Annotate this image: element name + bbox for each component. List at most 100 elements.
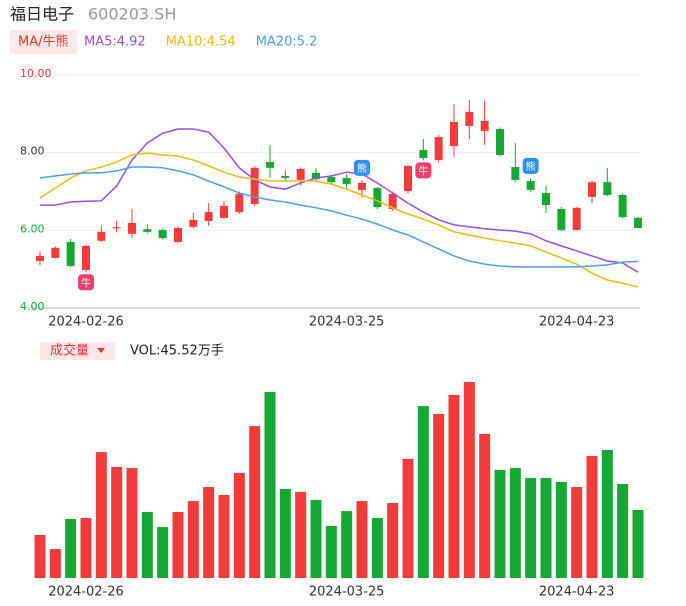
candle-body [128, 222, 136, 234]
candle-body [220, 205, 228, 218]
candle-body [296, 168, 305, 180]
volume-bar [387, 503, 399, 578]
volume-bar [233, 472, 245, 578]
candle-body [36, 255, 44, 262]
candle-body [480, 120, 489, 131]
candle-body [373, 188, 382, 208]
volume-bar [417, 406, 429, 578]
volume-bar [203, 487, 215, 578]
signal-label: 牛 [81, 276, 91, 289]
volume-bar [479, 433, 491, 578]
volume-bar [632, 509, 644, 578]
candle-body [327, 177, 336, 183]
candle-body [526, 181, 535, 190]
ma-button[interactable]: MA/牛熊 [18, 34, 69, 50]
volume-bar [279, 488, 291, 578]
volume-bar [95, 452, 107, 578]
x-tick-label: 2024-03-25 [309, 585, 385, 600]
candle-body [266, 161, 274, 168]
candle-body [542, 193, 550, 206]
volume-bar [187, 501, 199, 578]
volume-bar [49, 549, 61, 578]
candle-body [250, 167, 259, 204]
candle-body [388, 193, 397, 209]
y-tick-label: 6.00 [20, 222, 45, 235]
y-tick-label: 4.00 [20, 300, 45, 313]
volume-bar [540, 478, 552, 578]
volume-bar [141, 511, 153, 578]
candle-body [496, 128, 504, 155]
volume-bar [433, 413, 445, 578]
candle-body [204, 212, 213, 222]
candle-body [281, 175, 290, 178]
volume-bar [509, 468, 521, 578]
x-tick-label: 2024-04-23 [539, 585, 615, 600]
candle-body [358, 182, 366, 190]
signal-label: 牛 [418, 164, 428, 177]
volume-bar [310, 500, 322, 578]
volume-bar [448, 394, 460, 578]
candle-body [603, 182, 612, 195]
volume-bar [463, 382, 475, 578]
volume-bar [218, 494, 230, 578]
stock-name: 福日电子 [10, 5, 74, 24]
stock-code: 600203.SH [88, 5, 176, 24]
candle-body [97, 231, 106, 241]
candle-body [66, 241, 75, 267]
x-tick-label: 2024-02-26 [48, 315, 124, 330]
candle-body [465, 111, 474, 126]
candle-body [82, 245, 90, 270]
volume-bar [371, 517, 383, 578]
signal-label: 熊 [357, 162, 367, 175]
candle-body [511, 167, 520, 180]
legend-entry: MA5:4.92 [84, 35, 146, 50]
candle-body [634, 217, 642, 229]
volume-bar [126, 468, 138, 578]
y-tick-label: 10.00 [20, 67, 52, 80]
volume-bar [34, 534, 46, 578]
candle-body [143, 229, 152, 232]
x-tick-label: 2024-02-26 [48, 585, 124, 600]
candle-body [588, 182, 596, 197]
legend-entry: MA10:4.54 [166, 35, 236, 50]
candle-body [312, 172, 320, 180]
volume-bar [65, 518, 77, 578]
x-tick-label: 2024-03-25 [309, 315, 385, 330]
volume-button-bg[interactable] [40, 342, 115, 360]
signal-badge [415, 162, 432, 179]
volume-bar [295, 491, 307, 578]
volume-bar [172, 511, 184, 578]
candle-body [189, 219, 198, 227]
volume-label: VOL:45.52万手 [130, 344, 224, 359]
volume-button[interactable]: 成交量 [50, 343, 89, 359]
volume-bar [341, 511, 353, 578]
ma-button-bg[interactable] [10, 30, 77, 54]
candle-body [450, 121, 458, 147]
signal-badge [78, 274, 94, 291]
volume-bar [555, 481, 567, 578]
x-tick-label: 2024-04-23 [539, 315, 615, 330]
candle-body [419, 149, 428, 159]
volume-bar [525, 478, 537, 578]
candle-body [404, 165, 412, 192]
volume-bar [402, 458, 414, 578]
candle-body [112, 227, 121, 229]
candle-body [434, 137, 443, 161]
volume-bar [80, 517, 92, 578]
legend-entry: MA20:5.2 [256, 35, 318, 50]
candle-body [572, 207, 581, 230]
signal-badge [522, 157, 539, 174]
candle-body [235, 193, 244, 213]
volume-bar [617, 484, 629, 578]
volume-bar [249, 426, 261, 578]
signal-badge [354, 159, 370, 176]
ma-line [40, 128, 639, 273]
candle-body [342, 177, 351, 185]
volume-bar [494, 469, 506, 578]
candle-body [51, 247, 60, 258]
dropdown-arrow[interactable] [97, 348, 105, 353]
candle-body [618, 194, 627, 218]
volume-bar [601, 449, 613, 578]
candle-body [174, 228, 182, 242]
